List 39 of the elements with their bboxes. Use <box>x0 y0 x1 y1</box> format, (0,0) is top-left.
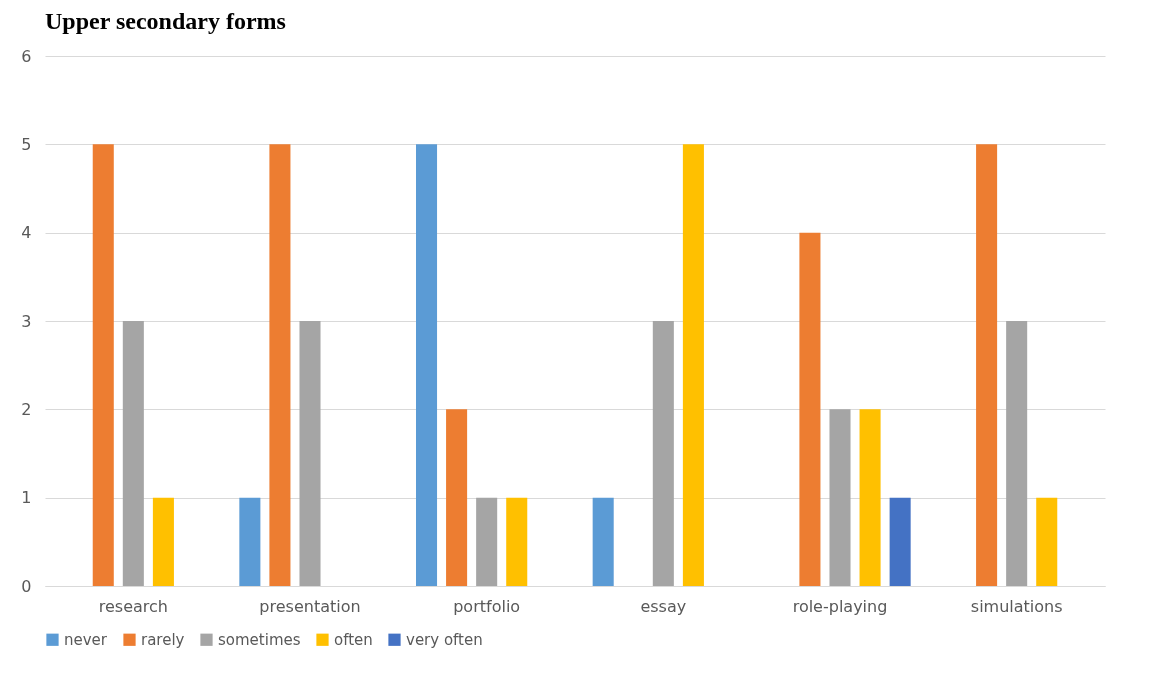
bar <box>592 497 614 586</box>
bar <box>446 409 468 586</box>
bar <box>829 409 851 586</box>
bar <box>152 497 174 586</box>
x-tick-label: simulations <box>970 596 1063 616</box>
legend-label: very often <box>406 630 483 649</box>
bar <box>682 144 704 586</box>
bar <box>476 497 498 586</box>
y-tick-label: 6 <box>21 46 32 66</box>
x-tick-label: portfolio <box>453 596 521 616</box>
legend-label: sometimes <box>218 630 301 649</box>
legend-label: often <box>334 630 373 649</box>
bar <box>799 232 821 586</box>
bar <box>976 144 998 586</box>
x-tick-label: presentation <box>259 596 361 616</box>
bar <box>92 144 114 586</box>
bar <box>416 144 438 586</box>
bar <box>506 497 528 586</box>
chart-title: Upper secondary forms <box>45 8 286 34</box>
x-tick-label: role-playing <box>792 596 888 616</box>
x-tick-label: essay <box>640 596 687 616</box>
bar <box>239 497 261 586</box>
bar <box>889 497 911 586</box>
legend-label: rarely <box>141 630 185 649</box>
y-tick-label: 2 <box>21 399 32 419</box>
x-tick-label: research <box>98 596 168 616</box>
y-tick-label: 4 <box>21 223 32 243</box>
bar <box>1006 321 1028 586</box>
bar <box>299 321 321 586</box>
bar <box>269 144 291 586</box>
bar <box>652 321 674 586</box>
bar <box>122 321 144 586</box>
y-tick-label: 5 <box>21 134 32 154</box>
bar <box>859 409 881 586</box>
bar <box>1036 497 1058 586</box>
y-tick-label: 0 <box>21 576 32 596</box>
y-tick-label: 3 <box>21 311 32 331</box>
legend-label: never <box>64 630 108 649</box>
y-tick-label: 1 <box>21 488 32 508</box>
